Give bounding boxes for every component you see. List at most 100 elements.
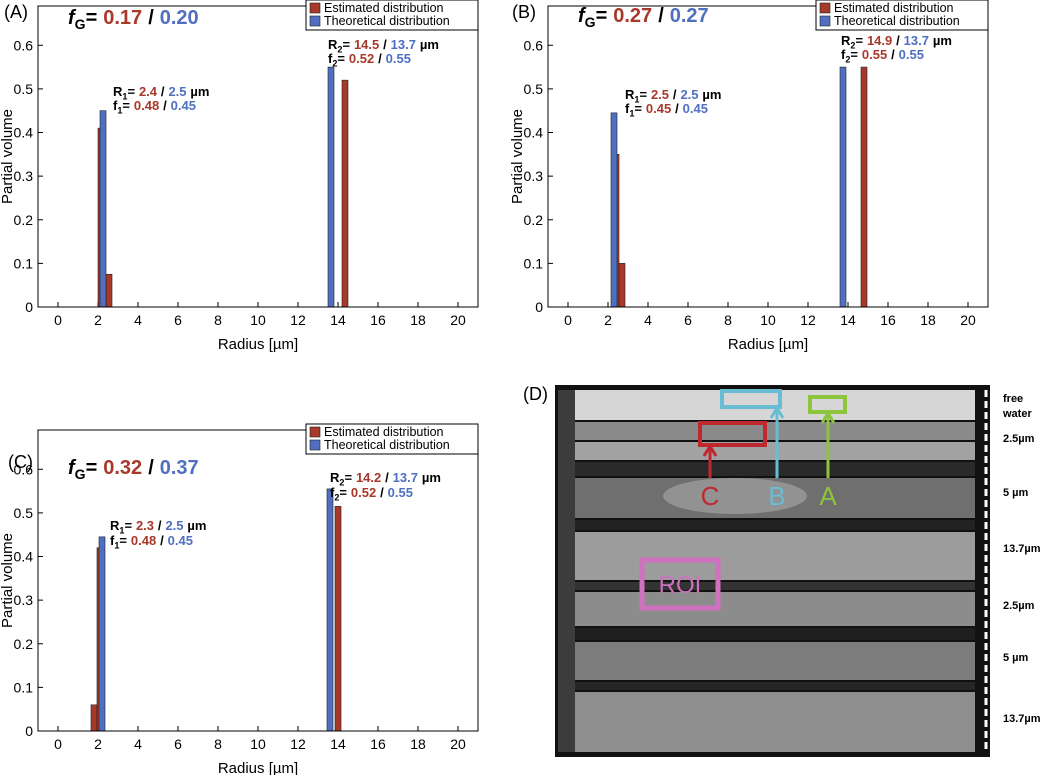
equals: = (337, 51, 345, 66)
arrow-c (702, 443, 718, 478)
symbol: R (328, 37, 338, 52)
separator: / (378, 51, 382, 66)
y-tick-label: 0.4 (524, 125, 544, 141)
symbol: f (68, 457, 77, 479)
y-tick-label: 0.6 (14, 37, 34, 53)
marker-label: C (701, 481, 720, 511)
subscript: G (75, 16, 86, 32)
theoretical-value: 2.5 (165, 518, 183, 533)
annotation: R2= 14.9 / 13.7 µm (841, 33, 952, 50)
chart: (B)00.10.20.30.40.50.60 2 4 6 8 10 12 14 16 18 20R… (509, 0, 989, 353)
arrow-b (769, 405, 785, 478)
x-tick-label: 8 (214, 312, 222, 328)
theoretical-value: 0.55 (388, 485, 413, 500)
x-tick-label: 14 (330, 736, 346, 752)
symbol: f (68, 7, 77, 29)
annotation: fG= 0.27/0.27 (578, 5, 709, 30)
symbol: R (625, 87, 635, 102)
unit: µm (702, 87, 721, 102)
x-tick-label: 14 (330, 312, 346, 328)
symbol: R (110, 518, 120, 533)
scale-label: water (1002, 408, 1032, 420)
separator: / (163, 98, 167, 113)
x-tick-label: 2 (94, 312, 102, 328)
separator: / (380, 485, 384, 500)
legend-swatch (309, 2, 321, 14)
legend-label: Theoretical distribution (834, 14, 960, 28)
x-tick-label: 20 (450, 736, 466, 752)
legend-box (305, 0, 479, 31)
annotation: R1= 2.5/2.5 µm (625, 87, 721, 104)
annotation: f1= 0.48 / 0.45 (110, 533, 193, 550)
theoretical-value: 13.7 (904, 33, 929, 48)
x-tick-label: 16 (370, 312, 386, 328)
equals: = (855, 33, 863, 48)
equals: = (127, 84, 135, 99)
legend-swatch (309, 426, 321, 438)
equals: = (119, 533, 127, 548)
y-tick-label: 0.6 (524, 37, 544, 53)
separator: / (658, 5, 664, 27)
plot-frame (37, 5, 479, 308)
x-tick-label: 10 (250, 312, 266, 328)
bar (90, 704, 98, 732)
unit: µm (420, 37, 439, 52)
y-tick-label: 0 (25, 299, 33, 315)
symbol: f (625, 101, 630, 116)
y-axis-label: Partial volume (509, 109, 526, 204)
y-tick-label: 0.2 (14, 212, 34, 228)
box-b (720, 389, 782, 409)
symbol: f (328, 51, 333, 66)
annotation: fG= 0.32 / 0.37 (68, 457, 199, 482)
subscript: 2 (845, 54, 850, 64)
band (575, 642, 975, 680)
y-tick-label: 0.4 (14, 549, 34, 565)
estimated-value: 0.48 (131, 533, 156, 548)
legend-label: Theoretical distribution (324, 438, 450, 452)
legend-label: Estimated distribution (324, 1, 444, 15)
estimated-value: 14.5 (354, 37, 379, 52)
band (575, 592, 975, 626)
y-tick-label: 0.2 (524, 212, 544, 228)
equals: = (850, 47, 858, 62)
symbol: f (330, 485, 335, 500)
x-tick-label: 20 (450, 312, 466, 328)
symbol: R (113, 84, 123, 99)
x-tick-label: 6 (174, 312, 182, 328)
bar (839, 66, 847, 308)
band (575, 520, 975, 530)
x-tick-label: 10 (250, 736, 266, 752)
x-tick-label: 18 (410, 312, 426, 328)
bar (860, 66, 868, 308)
estimated-value: 0.27 (613, 5, 652, 27)
x-axis-label: Radius [µm] (218, 336, 298, 353)
legend-box (815, 0, 989, 31)
unit: µm (187, 518, 206, 533)
legend-swatch (309, 15, 321, 27)
estimated-value: 0.45 (646, 101, 671, 116)
y-tick-label: 0 (535, 299, 543, 315)
y-tick-label: 0.3 (524, 168, 544, 184)
band (575, 582, 975, 590)
separator: / (891, 47, 895, 62)
subscript: G (75, 466, 86, 482)
separator: / (161, 84, 165, 99)
subscript: 1 (119, 525, 124, 535)
x-tick-label: 4 (134, 736, 142, 752)
x-tick-label: 12 (290, 736, 306, 752)
y-axis-label: Partial volume (0, 533, 16, 628)
unit: µm (190, 84, 209, 99)
equals: = (86, 7, 98, 29)
estimated-value: 0.32 (103, 457, 142, 479)
y-axis-label: Partial volume (0, 109, 16, 204)
symbol: f (110, 533, 115, 548)
x-tick-label: 16 (370, 736, 386, 752)
panel-label: (D) (523, 384, 548, 404)
separator: / (385, 470, 389, 485)
x-tick-label: 10 (760, 312, 776, 328)
image-edge (558, 390, 575, 752)
theoretical-value: 0.55 (899, 47, 924, 62)
scale-label: 2.5µm (1003, 600, 1035, 612)
x-tick-label: 8 (724, 312, 732, 328)
